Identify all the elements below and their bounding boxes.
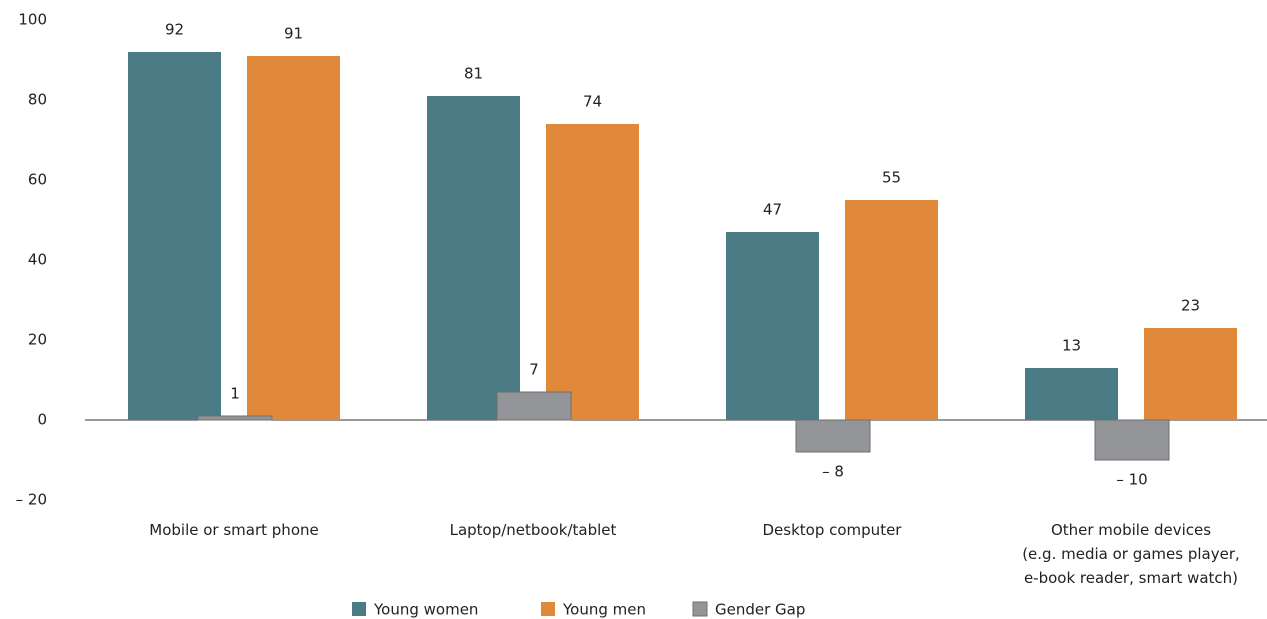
legend-label: Young men: [562, 601, 646, 619]
y-tick-label: 80: [28, 91, 47, 109]
bar: [1144, 328, 1237, 420]
legend-swatch: [541, 602, 555, 616]
data-label: – 8: [822, 463, 844, 481]
data-label: 74: [583, 93, 602, 111]
bar: [795, 419, 871, 453]
bar: [1094, 419, 1170, 461]
data-label: 81: [464, 65, 483, 83]
bar: [845, 200, 938, 420]
legend-swatch: [352, 602, 366, 616]
data-label: 91: [284, 25, 303, 43]
bar: [546, 124, 639, 420]
data-label: – 10: [1116, 471, 1147, 489]
x-tick-label: Mobile or smart phone: [149, 521, 319, 539]
x-tick-label: Desktop computer: [762, 521, 902, 539]
bar: [496, 391, 572, 421]
y-tick-label: 100: [18, 11, 47, 29]
y-tick-label: – 20: [16, 491, 47, 509]
y-tick-label: 40: [28, 251, 47, 269]
bar: [247, 56, 340, 420]
data-label: 13: [1062, 337, 1081, 355]
x-tick-label: Laptop/netbook/tablet: [449, 521, 617, 539]
y-tick-label: 20: [28, 331, 47, 349]
bar: [197, 415, 273, 421]
bar: [1025, 368, 1118, 420]
data-label: 92: [165, 21, 184, 39]
legend-label: Young women: [373, 601, 478, 619]
y-tick-label: 0: [37, 411, 47, 429]
legend-label: Gender Gap: [715, 601, 805, 619]
legend-swatch: [692, 601, 708, 617]
data-label: 1: [230, 385, 240, 403]
bar: [128, 52, 221, 420]
bar: [427, 96, 520, 420]
data-label: 47: [763, 201, 782, 219]
data-label: 7: [529, 361, 539, 379]
y-tick-label: 60: [28, 171, 47, 189]
data-label: 55: [882, 169, 901, 187]
data-label: 23: [1181, 297, 1200, 315]
x-tick-label: Other mobile devices (e.g. media or game…: [1022, 521, 1240, 587]
bar: [726, 232, 819, 420]
